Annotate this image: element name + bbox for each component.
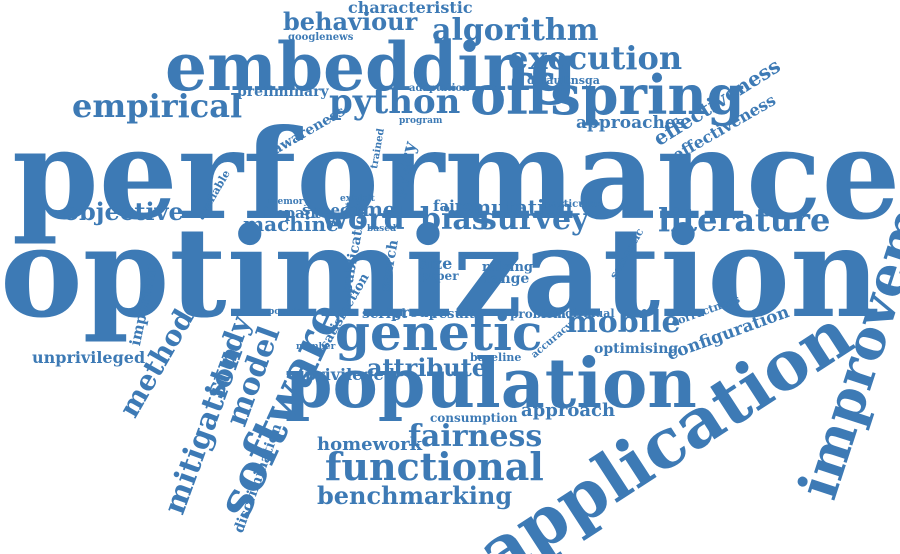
cloud-word: literature	[658, 201, 831, 239]
cloud-word: population	[285, 344, 697, 424]
cloud-word: script	[362, 306, 408, 322]
cloud-word: fairea	[433, 197, 483, 215]
cloud-word: bias	[420, 202, 489, 237]
cloud-word: functional	[325, 444, 544, 489]
cloud-word: defaultnsga	[527, 74, 600, 87]
cloud-word: mutation	[470, 195, 573, 219]
cloud-word: googlenews	[288, 32, 354, 43]
cloud-word: baseline	[470, 351, 522, 364]
cloud-word: size	[418, 254, 453, 273]
cloud-word: particular	[545, 199, 602, 210]
cloud-word: objective	[63, 197, 184, 226]
cloud-word: attribute	[367, 353, 488, 382]
cloud-word: mobile	[566, 305, 681, 340]
cloud-word: execution	[508, 39, 683, 77]
cloud-word: privileged	[305, 365, 395, 384]
cloud-word: based	[367, 224, 397, 234]
cloud-word: approaches	[576, 113, 686, 133]
cloud-word: performance	[12, 103, 900, 248]
cloud-word: paper	[420, 269, 459, 283]
cloud-word: raising	[482, 260, 534, 275]
cloud-word: consumption	[430, 411, 518, 425]
cloud-word: fairness	[408, 419, 543, 454]
cloud-word: preliminary	[237, 84, 329, 100]
cloud-word: individual	[553, 307, 615, 320]
cloud-word: machine	[243, 212, 339, 236]
cloud-word: word	[322, 202, 405, 237]
cloud-word: offspring	[470, 63, 745, 127]
cloud-word: approach	[521, 400, 616, 421]
cloud-word: python	[329, 82, 461, 122]
cloud-word: time	[345, 197, 396, 221]
cloud-word: exhibit	[340, 194, 375, 204]
cloud-word: memory	[268, 197, 309, 207]
cloud-word: homework	[317, 434, 423, 455]
cloud-word: problem	[510, 307, 566, 321]
cloud-word: characteristic	[348, 0, 473, 17]
cloud-word: benchmarking	[317, 481, 513, 510]
cloud-word: embedding	[165, 28, 577, 106]
cloud-word: optimization	[0, 201, 881, 346]
cloud-word: survey	[480, 202, 589, 237]
cloud-word: impact	[263, 204, 321, 222]
cloud-word: genetic	[335, 303, 543, 362]
cloud-word: range	[484, 271, 530, 287]
cloud-word: group	[392, 305, 439, 321]
cloud-word: program	[399, 116, 443, 126]
cloud-word: number	[296, 342, 336, 352]
cloud-word: behaviour	[283, 7, 418, 36]
cloud-word: adaptation	[409, 83, 470, 94]
cloud-word: result	[432, 307, 475, 322]
cloud-word: optimising	[594, 341, 679, 357]
cloud-word: algorithm	[432, 13, 599, 48]
cloud-word: popular	[268, 307, 308, 317]
cloud-word: speed	[302, 201, 351, 219]
cloud-word: empirical	[72, 87, 243, 125]
cloud-word: unprivileged	[32, 348, 146, 367]
